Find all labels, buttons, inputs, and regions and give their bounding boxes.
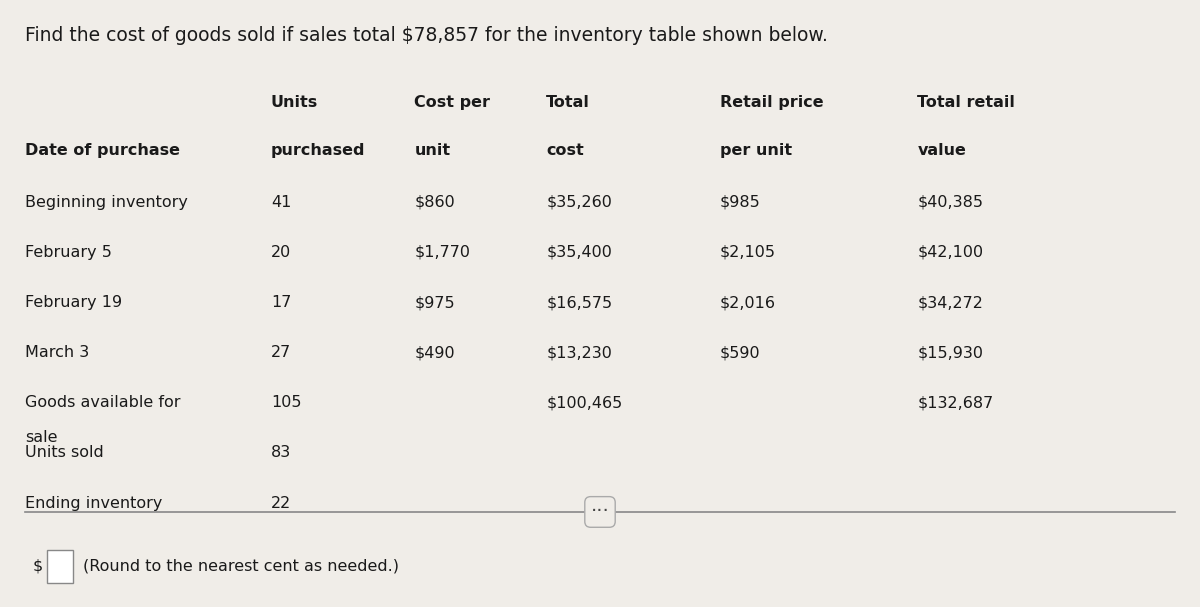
Text: $15,930: $15,930 (917, 345, 983, 360)
Text: unit: unit (414, 143, 450, 158)
Text: Ending inventory: Ending inventory (25, 496, 163, 510)
Text: $132,687: $132,687 (917, 395, 994, 410)
Text: $2,105: $2,105 (720, 245, 775, 260)
Text: Goods available for: Goods available for (25, 395, 181, 410)
Text: value: value (917, 143, 966, 158)
Text: (Round to the nearest cent as needed.): (Round to the nearest cent as needed.) (83, 559, 398, 574)
Text: per unit: per unit (720, 143, 792, 158)
Text: Cost per: Cost per (414, 95, 491, 110)
Text: Total retail: Total retail (917, 95, 1015, 110)
Text: $975: $975 (414, 295, 455, 310)
Text: $42,100: $42,100 (917, 245, 983, 260)
Text: $100,465: $100,465 (546, 395, 623, 410)
Text: Beginning inventory: Beginning inventory (25, 195, 188, 210)
Text: $1,770: $1,770 (414, 245, 470, 260)
Text: $34,272: $34,272 (917, 295, 983, 310)
Text: $985: $985 (720, 195, 761, 210)
Text: 83: 83 (271, 446, 292, 461)
Text: March 3: March 3 (25, 345, 90, 360)
Text: 105: 105 (271, 395, 301, 410)
Text: sale: sale (25, 430, 58, 446)
Text: Total: Total (546, 95, 590, 110)
Text: 20: 20 (271, 245, 292, 260)
Text: 17: 17 (271, 295, 292, 310)
Text: Date of purchase: Date of purchase (25, 143, 180, 158)
Text: $490: $490 (414, 345, 455, 360)
Text: $35,400: $35,400 (546, 245, 612, 260)
Text: cost: cost (546, 143, 584, 158)
Text: Retail price: Retail price (720, 95, 823, 110)
Text: 22: 22 (271, 496, 292, 510)
Text: Units sold: Units sold (25, 446, 104, 461)
Text: $2,016: $2,016 (720, 295, 775, 310)
Text: ···: ··· (590, 503, 610, 521)
Text: February 5: February 5 (25, 245, 113, 260)
Text: $590: $590 (720, 345, 761, 360)
Text: Find the cost of goods sold if sales total $78,857 for the inventory table shown: Find the cost of goods sold if sales tot… (25, 25, 828, 44)
Text: $35,260: $35,260 (546, 195, 612, 210)
Text: 27: 27 (271, 345, 292, 360)
Text: $: $ (32, 559, 43, 574)
Text: Units: Units (271, 95, 318, 110)
Text: February 19: February 19 (25, 295, 122, 310)
Text: $13,230: $13,230 (546, 345, 612, 360)
FancyBboxPatch shape (47, 550, 73, 583)
Text: $16,575: $16,575 (546, 295, 612, 310)
Text: $860: $860 (414, 195, 455, 210)
Text: 41: 41 (271, 195, 292, 210)
Text: $40,385: $40,385 (917, 195, 983, 210)
Text: purchased: purchased (271, 143, 365, 158)
